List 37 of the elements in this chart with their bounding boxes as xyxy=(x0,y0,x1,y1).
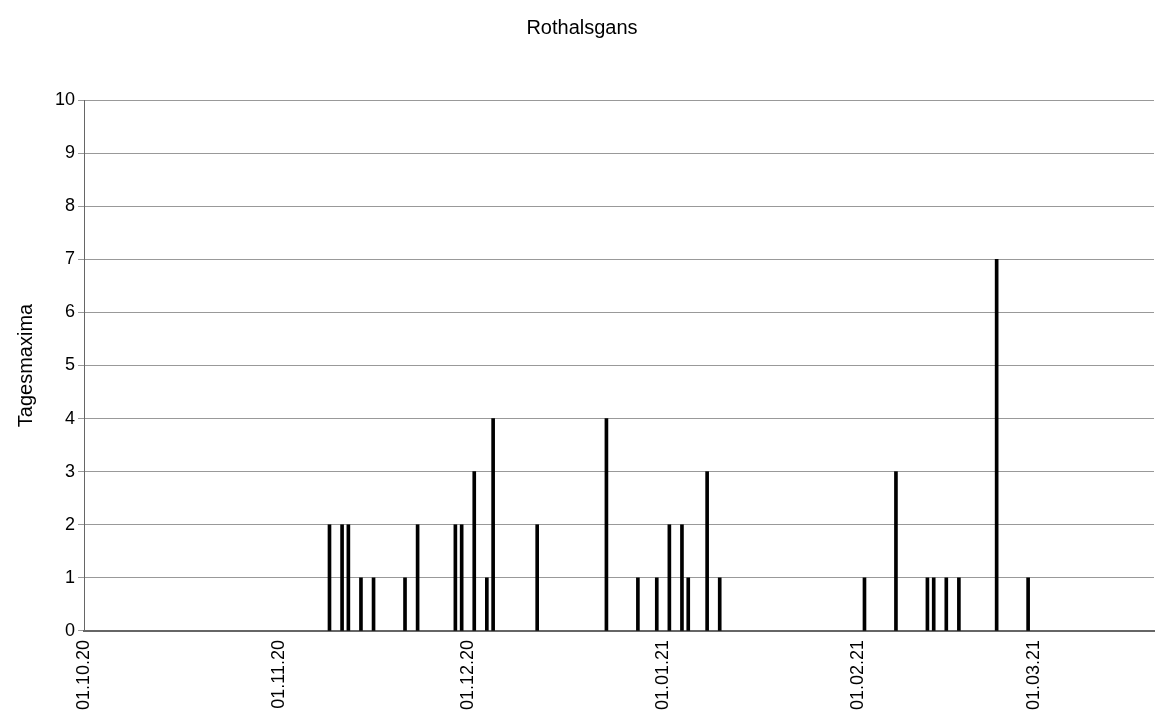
y-tick-label: 6 xyxy=(65,301,76,322)
y-tick-label: 0 xyxy=(65,619,76,640)
x-tick-label: 01.01.21 xyxy=(652,639,673,711)
bar xyxy=(340,524,344,631)
bar xyxy=(931,577,936,631)
x-tick-label: 01.02.21 xyxy=(847,639,868,711)
x-tick-label: 01.10.20 xyxy=(72,639,93,711)
chart-title: Rothalsgans xyxy=(526,15,638,38)
bar xyxy=(717,577,722,631)
bar xyxy=(636,577,640,631)
bar xyxy=(1026,577,1030,631)
bar xyxy=(359,577,363,631)
bar xyxy=(403,577,407,631)
y-tick-label: 4 xyxy=(65,407,76,428)
bar xyxy=(680,524,684,631)
x-tick-label: 01.12.20 xyxy=(456,639,477,711)
bar xyxy=(491,418,495,631)
y-axis-title: Tagesmaxima xyxy=(13,302,36,428)
y-tick-label: 9 xyxy=(65,142,76,163)
y-tick-label: 7 xyxy=(65,248,76,269)
bar xyxy=(957,577,961,631)
y-tick-label: 10 xyxy=(54,88,76,109)
y-tick-label: 2 xyxy=(65,513,76,534)
x-tick-label: 01.11.20 xyxy=(268,639,289,709)
y-tick-label: 5 xyxy=(65,354,76,375)
bar xyxy=(705,471,709,631)
x-tick-label: 01.03.21 xyxy=(1023,639,1044,711)
y-tick-label: 3 xyxy=(65,460,76,481)
bar xyxy=(472,471,477,631)
y-tick-label: 8 xyxy=(65,195,76,216)
bar xyxy=(654,577,659,631)
bar xyxy=(535,524,540,631)
bar xyxy=(686,577,691,631)
bar xyxy=(944,577,949,631)
y-tick-label: 1 xyxy=(65,566,76,587)
bar xyxy=(894,471,898,631)
bar xyxy=(485,577,489,631)
